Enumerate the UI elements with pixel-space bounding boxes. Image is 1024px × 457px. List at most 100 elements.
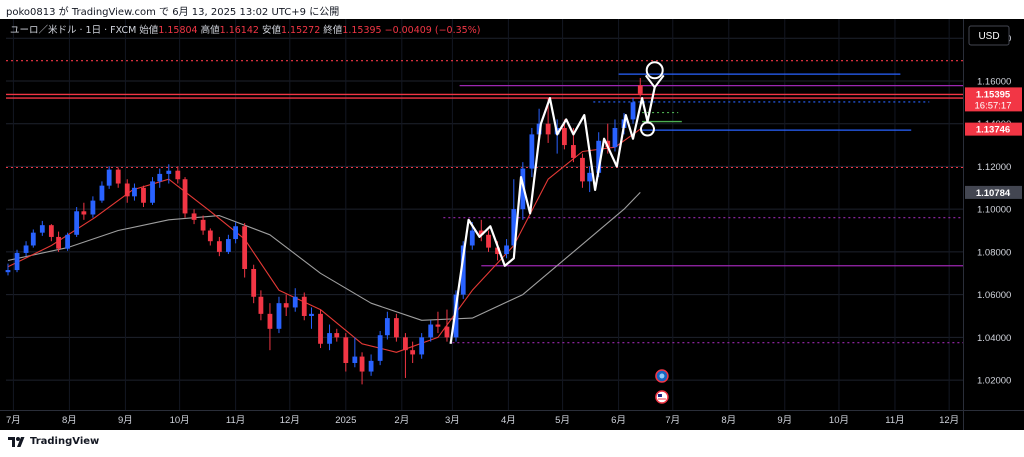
candle-body (486, 234, 491, 248)
price-countdown: 16:57:17 (975, 100, 1012, 111)
candle-body (157, 173, 163, 182)
candle-body (115, 169, 121, 184)
brand-name: TradingView (30, 436, 100, 447)
legend-close-label: 終値 (323, 24, 343, 36)
candle-body (428, 324, 434, 338)
legend-high-value: 1.16142 (220, 25, 262, 36)
candle-body (536, 123, 542, 135)
x-tick-label: 4月 (501, 415, 516, 426)
ohlc-legend: ユーロ／米ドル · 1日 · FXCM 始値1.15804 高値1.16142 … (10, 24, 480, 36)
candle-body (352, 356, 358, 363)
candle-body (258, 296, 264, 314)
candle-body (393, 318, 399, 338)
candle-body (359, 356, 365, 372)
candle-body (182, 179, 188, 214)
candle-body (99, 185, 105, 201)
legend-low-value: 1.15272 (281, 25, 323, 36)
candle-body (225, 239, 231, 252)
y-tick-label: 1.02000 (977, 376, 1011, 387)
price-label-ma_long (965, 185, 1022, 199)
legend-open-label: 始値 (139, 24, 159, 36)
candle-body (175, 170, 181, 180)
candle-body (419, 337, 425, 355)
candle-body (65, 234, 71, 249)
chart-area[interactable]: 1.180001.160001.140001.120001.100001.080… (0, 19, 1024, 430)
candle-body (453, 294, 459, 338)
candle-body (292, 296, 298, 308)
candle-body (545, 123, 551, 135)
candle-body (478, 230, 484, 235)
tradingview-logo[interactable]: TradingView (8, 436, 99, 447)
y-tick-label: 1.08000 (977, 247, 1011, 258)
candle-body (377, 335, 383, 361)
y-tick-label: 1.16000 (977, 76, 1011, 87)
candle-body (301, 296, 307, 316)
legend-change: −0.00409 (−0.35%) (385, 25, 481, 36)
price-label-text: 1.13746 (976, 125, 1010, 136)
candle-body (23, 245, 29, 253)
candle-body (166, 170, 172, 174)
x-tick-label: 7月 (6, 415, 21, 426)
candle-body (141, 187, 146, 203)
x-tick-label: 6月 (611, 415, 626, 426)
candle-body (251, 268, 257, 297)
candle-body (48, 225, 54, 237)
price-label-text: 1.10784 (976, 188, 1011, 199)
x-tick-label: 12月 (280, 415, 300, 426)
candle-body (334, 333, 340, 338)
x-tick-label: 5月 (555, 415, 570, 426)
candle-body (596, 140, 602, 173)
candle-body (561, 127, 567, 146)
candle-body (580, 157, 585, 182)
candle-body (403, 337, 408, 351)
candle-body (410, 350, 416, 355)
candle-body (612, 127, 618, 148)
candle-body (343, 337, 349, 363)
x-tick-label: 3月 (445, 415, 460, 426)
x-tick-label: 9月 (118, 415, 133, 426)
candle-body (318, 313, 323, 344)
candle-body (309, 313, 314, 316)
candle-body (587, 172, 593, 182)
tradingview-icon (8, 436, 25, 447)
x-tick-label: 2月 (394, 415, 409, 426)
price-label-ma_short (965, 122, 1022, 136)
candle-body (630, 102, 636, 120)
candle-body (469, 230, 475, 246)
currency-button[interactable] (968, 25, 1010, 46)
candle-body (90, 200, 96, 215)
candle-body (504, 245, 509, 255)
candle-body (435, 324, 441, 327)
candle-body (5, 270, 11, 273)
candle-body (233, 226, 239, 240)
candle-body (327, 333, 332, 344)
candle-body (276, 303, 282, 329)
legend-title: ユーロ／米ドル · 1日 · FXCM (10, 24, 139, 36)
candle-body (207, 230, 213, 242)
annotation-circle[interactable] (645, 61, 664, 80)
legend-low-label: 安値 (262, 24, 282, 36)
candle-body (14, 252, 20, 271)
candle-body (368, 360, 374, 372)
x-tick-label: 8月 (721, 415, 736, 426)
candle-body (124, 183, 130, 197)
legend-close-value: 1.15395 (342, 25, 384, 36)
price-chart[interactable]: 1.180001.160001.140001.120001.100001.080… (0, 19, 1024, 430)
x-tick-label: 11月 (226, 415, 245, 426)
event-globe-icon-core (659, 373, 665, 379)
currency-label: USD (978, 31, 999, 42)
x-tick-label: 9月 (777, 415, 792, 426)
price-label-last (965, 87, 1022, 112)
ma-long-line (7, 192, 641, 321)
candle-body (191, 213, 197, 220)
y-tick-label: 1.04000 (977, 333, 1011, 344)
y-tick-label: 1.10000 (977, 205, 1011, 216)
candle-body (56, 236, 61, 249)
publish-header: poko0813 が TradingView.com で 6月 13, 2025… (0, 0, 1024, 19)
annotation-arrow[interactable] (644, 74, 665, 90)
legend-high-label: 高値 (201, 24, 221, 36)
x-tick-label: 12月 (939, 415, 959, 426)
candle-body (81, 211, 87, 215)
annotation-circle[interactable] (639, 121, 655, 137)
event-flag-icon-canton (657, 394, 662, 397)
